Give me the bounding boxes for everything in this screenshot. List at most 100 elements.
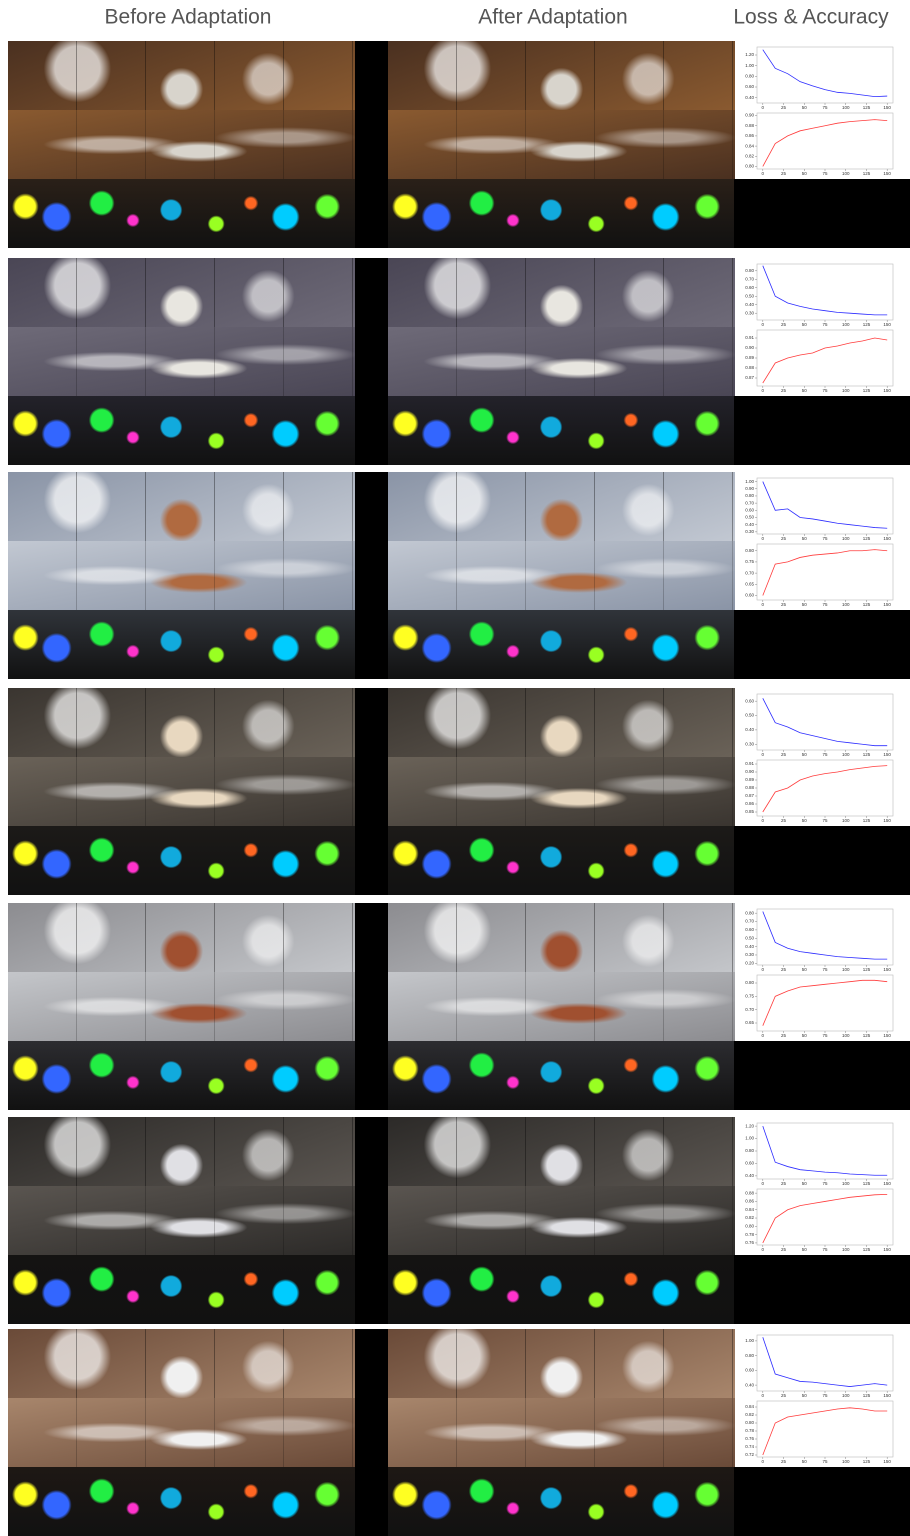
x-tick-label: 125 [863, 602, 871, 607]
x-tick-label: 50 [802, 1459, 808, 1464]
x-tick-label: 75 [822, 322, 828, 327]
x-tick-label: 150 [883, 818, 891, 823]
x-tick-label: 0 [762, 602, 765, 607]
overlay: Before Adaptation After Adaptation Loss … [0, 0, 910, 1536]
x-tick-label: 0 [762, 752, 765, 757]
plot-frame [757, 478, 893, 534]
x-tick-label: 25 [781, 105, 787, 110]
x-tick-label: 75 [822, 602, 828, 607]
x-tick-label: 0 [762, 536, 765, 541]
x-tick-label: 25 [781, 1033, 787, 1038]
y-tick-label: 0.40 [745, 1382, 754, 1387]
x-tick-label: 150 [883, 388, 891, 393]
y-tick-label: 0.89 [745, 777, 754, 782]
x-tick-label: 50 [802, 967, 808, 972]
y-tick-label: 1.00 [745, 479, 754, 484]
x-tick-label: 0 [762, 818, 765, 823]
y-tick-label: 1.20 [745, 1123, 754, 1128]
y-tick-label: 1.00 [745, 63, 754, 68]
x-tick-label: 50 [802, 818, 808, 823]
x-tick-label: 125 [863, 1459, 871, 1464]
plot-frame [757, 1401, 893, 1457]
y-tick-label: 0.40 [745, 95, 754, 100]
y-tick-label: 0.70 [745, 276, 754, 281]
y-tick-label: 0.80 [745, 268, 754, 273]
x-tick-label: 75 [822, 105, 828, 110]
x-tick-label: 50 [802, 105, 808, 110]
x-tick-label: 125 [863, 752, 871, 757]
y-tick-label: 0.60 [745, 285, 754, 290]
y-tick-label: 0.86 [745, 133, 754, 138]
y-tick-label: 0.40 [745, 1173, 754, 1178]
x-tick-label: 75 [822, 1033, 828, 1038]
plot-frame [757, 544, 893, 600]
plot-frame [757, 47, 893, 103]
y-tick-label: 0.90 [745, 113, 754, 118]
y-tick-label: 0.84 [745, 1207, 754, 1212]
x-tick-label: 75 [822, 752, 828, 757]
plot-frame [757, 694, 893, 750]
x-tick-label: 100 [842, 1181, 850, 1186]
y-tick-label: 0.86 [745, 1199, 754, 1204]
x-tick-label: 75 [822, 818, 828, 823]
x-tick-label: 150 [883, 105, 891, 110]
x-tick-label: 50 [802, 1181, 808, 1186]
y-tick-label: 0.80 [745, 1420, 754, 1425]
y-tick-label: 0.91 [745, 761, 754, 766]
x-tick-label: 75 [822, 1247, 828, 1252]
x-tick-label: 50 [802, 1033, 808, 1038]
x-tick-label: 25 [781, 752, 787, 757]
y-tick-label: 0.86 [745, 801, 754, 806]
y-tick-label: 0.76 [745, 1240, 754, 1245]
x-tick-label: 125 [863, 1393, 871, 1398]
x-tick-label: 100 [842, 818, 850, 823]
y-tick-label: 0.60 [745, 84, 754, 89]
y-tick-label: 0.60 [745, 1368, 754, 1373]
x-tick-label: 25 [781, 1247, 787, 1252]
x-tick-label: 150 [883, 322, 891, 327]
y-tick-label: 0.80 [745, 164, 754, 169]
y-tick-label: 0.78 [745, 1428, 754, 1433]
x-tick-label: 50 [802, 171, 808, 176]
y-tick-label: 0.80 [745, 493, 754, 498]
x-tick-label: 25 [781, 388, 787, 393]
y-tick-label: 0.80 [745, 1148, 754, 1153]
x-tick-label: 150 [883, 967, 891, 972]
y-tick-label: 0.70 [745, 919, 754, 924]
column-title: Loss & Accuracy [733, 6, 889, 29]
plot-frame [757, 1123, 893, 1179]
x-tick-label: 125 [863, 322, 871, 327]
y-tick-label: 0.90 [745, 486, 754, 491]
y-tick-label: 0.40 [745, 302, 754, 307]
x-tick-label: 150 [883, 602, 891, 607]
y-tick-label: 0.76 [745, 1436, 754, 1441]
x-tick-label: 125 [863, 1181, 871, 1186]
x-tick-label: 25 [781, 818, 787, 823]
x-tick-label: 75 [822, 171, 828, 176]
x-tick-label: 100 [842, 1033, 850, 1038]
x-tick-label: 125 [863, 818, 871, 823]
plot-frame [757, 909, 893, 965]
y-tick-label: 0.70 [745, 1007, 754, 1012]
x-tick-label: 150 [883, 1247, 891, 1252]
y-tick-label: 0.50 [745, 713, 754, 718]
column-title: Before Adaptation [105, 6, 272, 29]
x-tick-label: 25 [781, 602, 787, 607]
x-tick-label: 100 [842, 536, 850, 541]
x-tick-label: 0 [762, 1033, 765, 1038]
x-tick-label: 100 [842, 171, 850, 176]
y-tick-label: 0.85 [745, 809, 754, 814]
y-tick-label: 0.82 [745, 153, 754, 158]
y-tick-label: 0.40 [745, 727, 754, 732]
x-tick-label: 0 [762, 388, 765, 393]
x-tick-label: 50 [802, 1247, 808, 1252]
y-tick-label: 0.80 [745, 1224, 754, 1229]
y-tick-label: 0.87 [745, 793, 754, 798]
y-tick-label: 0.60 [745, 507, 754, 512]
x-tick-label: 75 [822, 967, 828, 972]
y-tick-label: 0.60 [745, 927, 754, 932]
y-tick-label: 0.88 [745, 1190, 754, 1195]
x-tick-label: 25 [781, 1459, 787, 1464]
column-title: After Adaptation [478, 6, 627, 29]
plot-frame [757, 264, 893, 320]
